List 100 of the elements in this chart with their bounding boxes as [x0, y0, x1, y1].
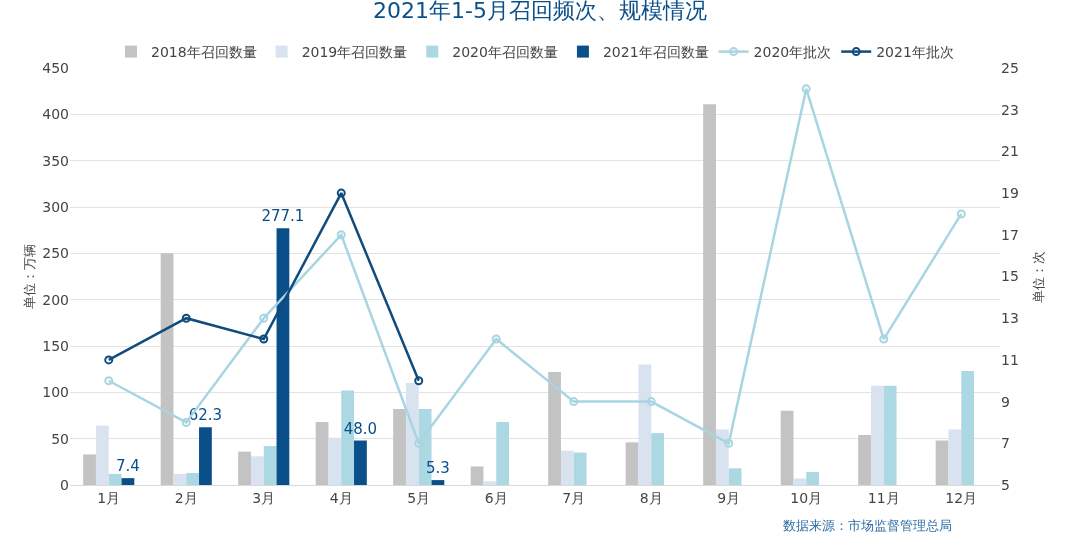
point — [414, 376, 424, 386]
bar — [638, 364, 652, 485]
bar — [121, 478, 135, 485]
legend-label: 2020年召回数量 — [452, 44, 558, 61]
x-tick-label: 5月 — [407, 489, 431, 506]
chart-title: 2021年1-5月召回频次、规模情况 — [373, 0, 707, 24]
bar — [393, 409, 406, 485]
x-tick-label: 6月 — [484, 489, 508, 506]
y-tick-label: 450 — [42, 59, 69, 76]
bar — [186, 472, 200, 485]
y2-tick-label: 25 — [1001, 59, 1019, 76]
x-tick-label: 8月 — [639, 489, 663, 506]
y2-tick-label: 21 — [1001, 143, 1019, 160]
bar — [573, 452, 587, 485]
data-label: 277.1 — [261, 207, 305, 226]
x-tick-label: 12月 — [945, 489, 978, 506]
x-tick-label: 1月 — [97, 489, 121, 506]
bar — [858, 434, 871, 485]
y2-tick-label: 19 — [1001, 185, 1019, 201]
bar — [793, 478, 807, 485]
bar — [276, 228, 290, 485]
bar — [948, 429, 962, 485]
point — [104, 355, 114, 365]
bar — [83, 454, 96, 485]
bar — [883, 385, 897, 485]
point — [956, 209, 966, 219]
point — [259, 334, 269, 344]
y-tick-label: 100 — [42, 384, 69, 401]
data-label: 48.0 — [343, 419, 378, 438]
legend-label: 2018年召回数量 — [151, 44, 257, 61]
bar — [405, 383, 419, 485]
bar — [354, 440, 367, 485]
point — [491, 334, 501, 344]
bar — [560, 450, 574, 485]
bar — [328, 437, 342, 485]
bar — [806, 472, 820, 485]
bar — [108, 473, 122, 485]
bar — [199, 427, 212, 485]
x-tick-label: 3月 — [252, 489, 276, 506]
point — [646, 397, 656, 407]
y-tick-label: 200 — [42, 291, 69, 308]
bar — [173, 473, 187, 485]
bar — [703, 104, 716, 485]
data-label: 5.3 — [426, 459, 450, 478]
bar — [431, 480, 445, 485]
y-tick-label: 50 — [51, 430, 69, 447]
bar — [160, 253, 174, 485]
bar — [238, 451, 251, 485]
bar — [651, 433, 665, 485]
bar — [483, 481, 497, 485]
point — [259, 313, 269, 323]
bar — [780, 410, 794, 485]
y2-tick-label: 17 — [1001, 226, 1019, 243]
legend-label: 2021年召回数量 — [602, 44, 709, 61]
x-tick-label: 9月 — [717, 489, 741, 506]
legend-label: 2019年召回数量 — [301, 44, 408, 61]
bar — [935, 440, 949, 485]
bar — [315, 421, 329, 485]
x-tick-label: 4月 — [329, 489, 353, 506]
point — [724, 438, 734, 448]
y-tick-label: 300 — [42, 198, 69, 215]
point — [336, 188, 346, 198]
y-tick-label: 150 — [42, 337, 69, 354]
point — [879, 334, 889, 344]
y2-tick-label: 11 — [1001, 351, 1019, 368]
bar — [95, 425, 109, 485]
bar — [961, 371, 975, 485]
y-axis-title: 单位：万辆 — [22, 244, 37, 309]
y-tick-label: 400 — [42, 106, 69, 123]
bar — [496, 421, 510, 485]
x-tick-label: 2月 — [174, 489, 198, 506]
point — [569, 397, 579, 407]
y2-tick-label: 7 — [1001, 435, 1010, 452]
bar — [728, 468, 742, 485]
y2-axis-title: 单位：次 — [1030, 250, 1046, 303]
y2-tick-label: 23 — [1001, 101, 1019, 118]
point — [181, 417, 191, 427]
bar — [470, 466, 484, 485]
y-tick-label: 0 — [60, 476, 69, 493]
data-label: 7.4 — [116, 457, 140, 476]
y2-tick-label: 15 — [1001, 268, 1019, 285]
y2-tick-label: 5 — [1001, 476, 1010, 493]
point — [801, 84, 811, 94]
bar — [625, 442, 639, 485]
x-tick-label: 7月 — [562, 489, 586, 506]
y-tick-label: 250 — [42, 245, 69, 262]
y2-tick-label: 9 — [1001, 393, 1010, 410]
x-tick-label: 11月 — [867, 489, 900, 506]
point — [104, 376, 114, 386]
y2-tick-label: 13 — [1001, 310, 1019, 327]
source-note: 数据来源：市场监督管理总局 — [783, 518, 952, 533]
legend-label: 2020年批次 — [753, 44, 832, 61]
bar — [548, 371, 561, 485]
point — [336, 230, 346, 240]
bar — [870, 385, 884, 485]
legend-label: 2021年批次 — [876, 44, 954, 61]
point — [181, 313, 191, 323]
x-tick-label: 10月 — [790, 489, 823, 506]
bar — [250, 456, 264, 485]
y-tick-label: 350 — [42, 152, 69, 169]
